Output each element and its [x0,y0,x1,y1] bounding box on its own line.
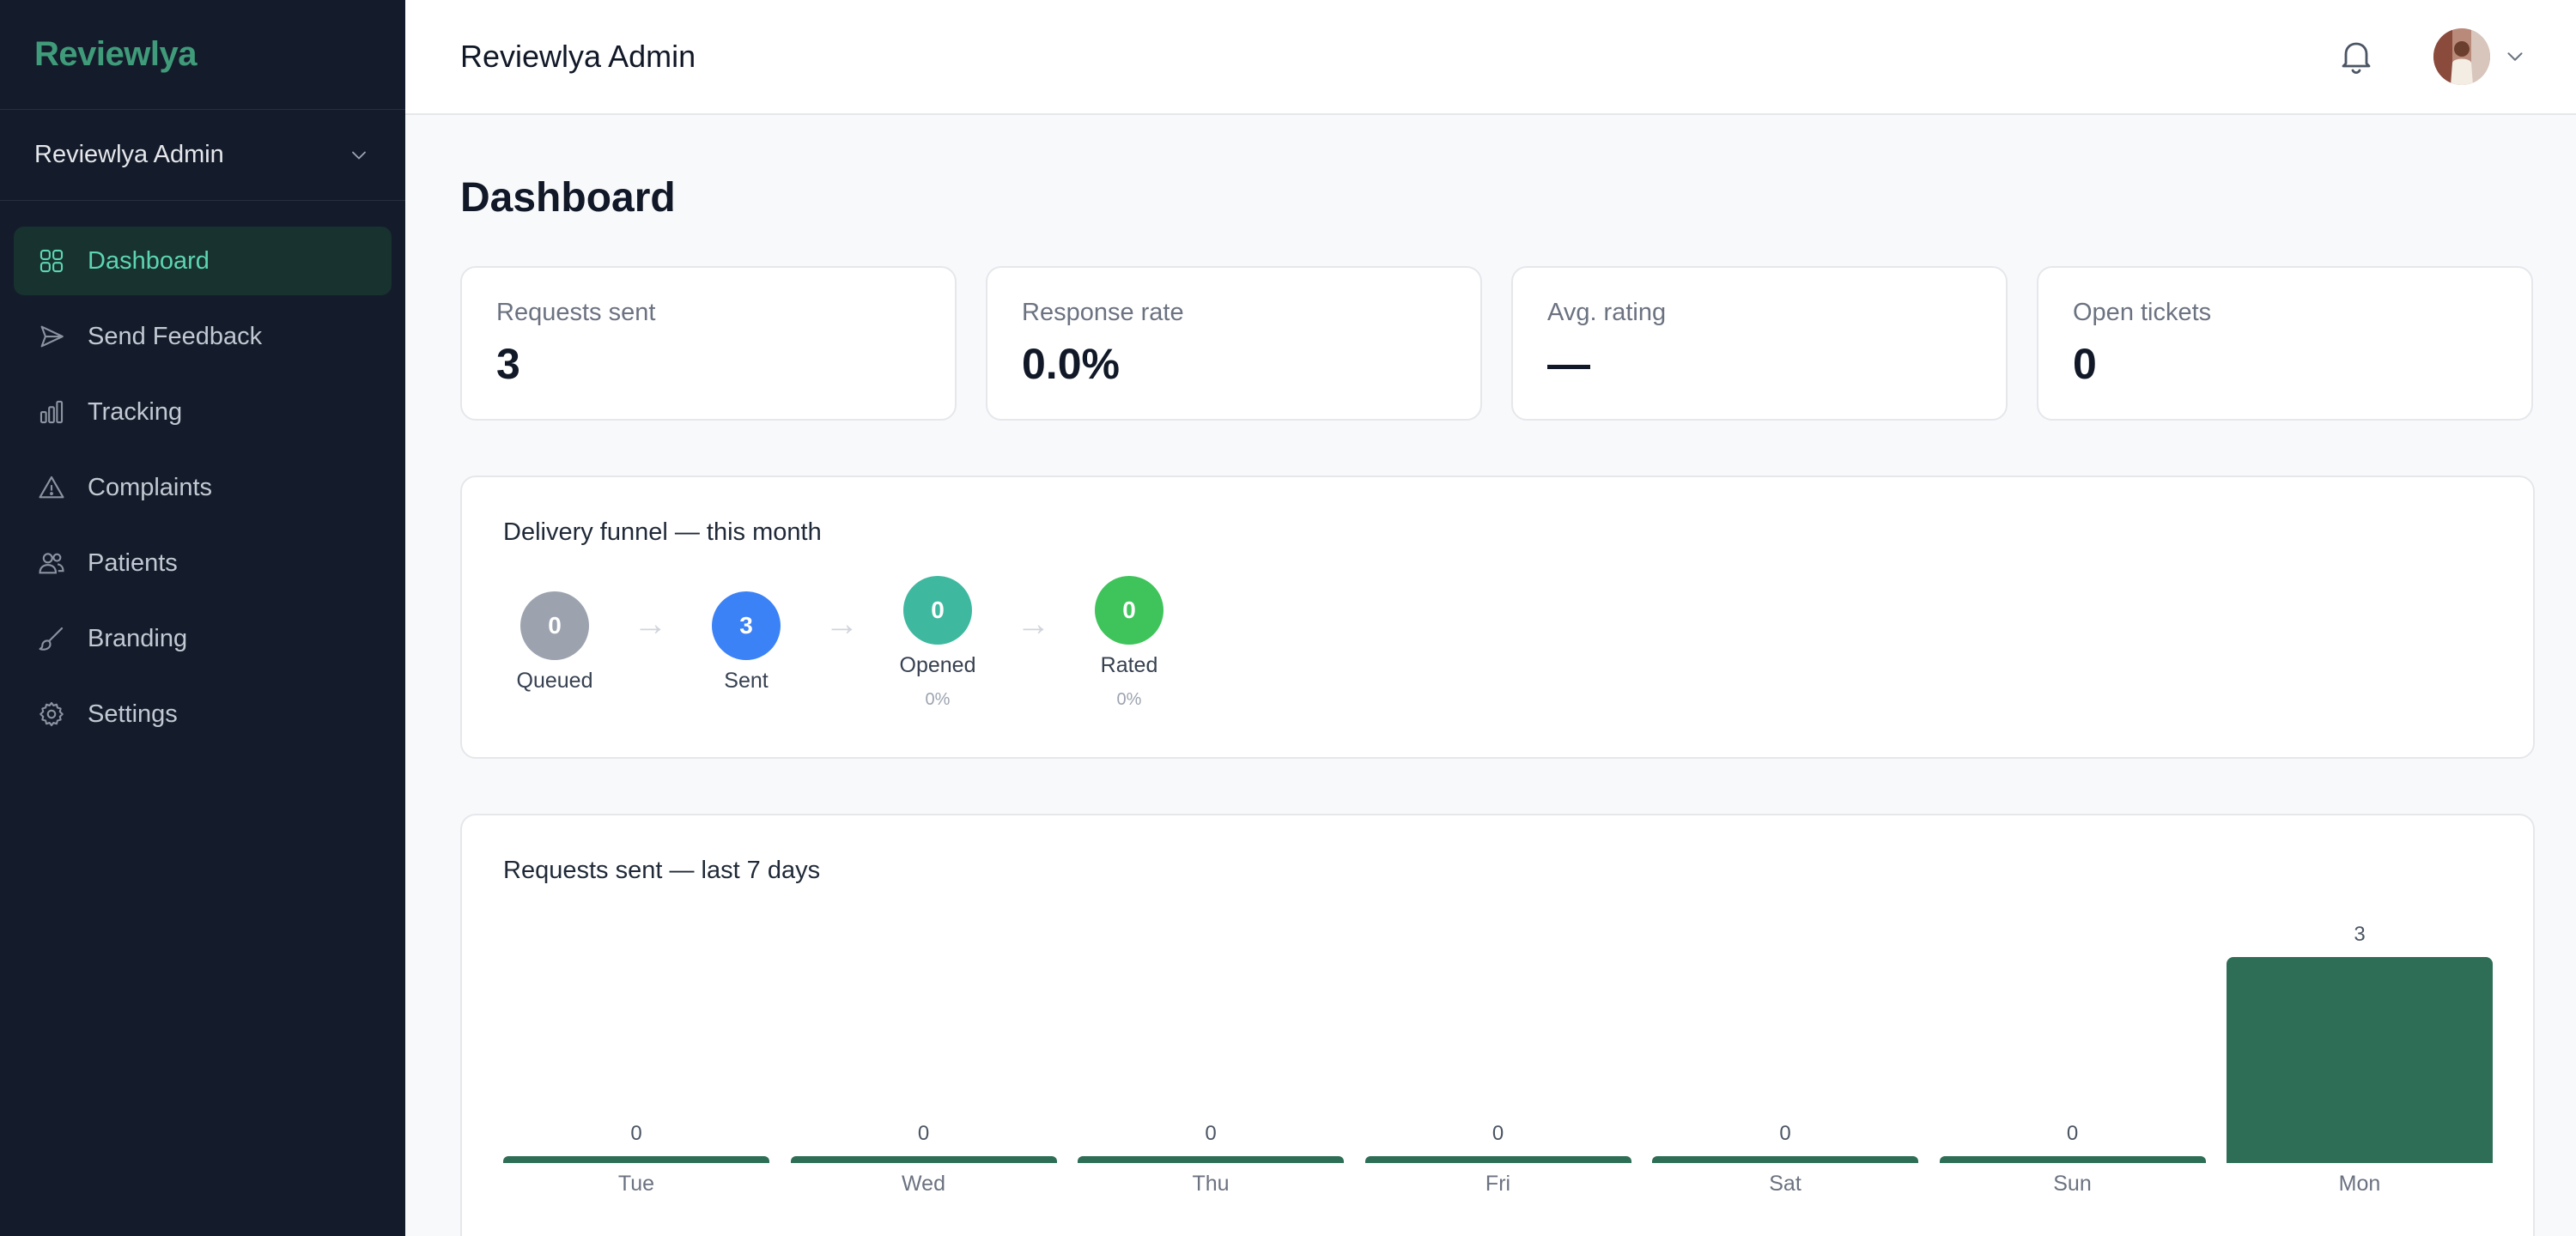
funnel-stage-percent: 0% [925,690,951,709]
chart-bar-sun [1939,1156,2206,1163]
chart-bar-thu [1078,1156,1344,1163]
sidebar-item-settings[interactable]: Settings [14,680,392,748]
requests-bar-chart: 0 Tue 0 Wed 0 Thu 0 Fri 0 Sat 0 Sun 3 Mon [503,914,2495,1197]
org-switcher[interactable]: Reviewlya Admin [0,110,405,201]
sidebar: Reviewlya Reviewlya Admin Dashboard Send… [0,0,405,1236]
chart-tick-label: Mon [2338,1172,2381,1196]
stat-value: — [1547,340,1590,388]
chart-tick-label: Fri [1485,1172,1511,1196]
stat-card-requests-sent: Requests sent 3 [460,266,957,421]
chart-tick-label: Wed [902,1172,945,1196]
stat-value: 0.0% [1022,340,1120,388]
main-content: Dashboard Requests sent 3 Response rate … [460,115,2535,1236]
chart-bar-wed [790,1156,1057,1163]
sidebar-item-dashboard[interactable]: Dashboard [14,227,392,295]
gear-icon [36,699,67,730]
stat-label: Avg. rating [1547,299,1667,326]
sidebar-item-tracking[interactable]: Tracking [14,378,392,446]
delivery-funnel-card: Delivery funnel — this month 0 Queued → … [460,476,2535,759]
sidebar-item-label: Send Feedback [88,322,263,350]
arrow-right-icon: → [824,605,860,643]
funnel-stage-label: Rated [1100,653,1158,677]
page-title: Dashboard [460,175,676,221]
funnel-count: 0 [903,576,972,645]
sidebar-nav: Dashboard Send Feedback Tracking Complai… [0,201,405,748]
stat-label: Response rate [1022,299,1184,326]
arrow-right-icon: → [633,605,668,643]
chart-bar-tue [503,1156,769,1163]
funnel-stage-label: Sent [724,669,769,693]
grid-icon [36,245,67,276]
funnel-stage-sent: 3 Sent [695,591,798,694]
stat-card-open-tickets: Open tickets 0 [2037,266,2533,421]
sidebar-item-label: Complaints [88,473,213,501]
avatar[interactable] [2433,28,2490,85]
sidebar-item-label: Branding [88,624,188,652]
chart-tick-label: Tue [617,1172,655,1196]
chart-bar-fri [1364,1156,1631,1163]
funnel-stage-opened: 0 Opened 0% [886,576,989,710]
warning-icon [36,472,67,503]
stat-card-avg-rating: Avg. rating — [1511,266,2008,421]
header-actions [2336,28,2528,85]
chart-data-label: 3 [2354,923,2366,946]
top-header: Reviewlya Admin [405,0,2576,115]
chart-tick-label: Thu [1192,1172,1230,1196]
sidebar-item-patients[interactable]: Patients [14,529,392,597]
bell-icon[interactable] [2336,36,2377,77]
org-switcher-label: Reviewlya Admin [34,141,224,168]
brand-logo[interactable]: Reviewlya [0,0,405,110]
sidebar-item-label: Dashboard [88,246,210,275]
chart-data-label: 0 [1492,1122,1504,1145]
chart-bar-sat [1652,1156,1918,1163]
chart-tick-label: Sat [1769,1172,1801,1196]
bar-chart-icon [36,397,67,427]
funnel-count: 0 [1095,576,1163,645]
stat-value: 3 [496,340,520,388]
users-icon [36,548,67,579]
sidebar-item-send-feedback[interactable]: Send Feedback [14,302,392,371]
delivery-funnel: 0 Queued → 3 Sent → 0 Opened 0% → 0 Rate… [503,576,2492,710]
requests-chart-card: Requests sent — last 7 days 0 Tue 0 Wed 0 Thu… [460,814,2535,1236]
sidebar-item-label: Patients [88,548,178,577]
chart-data-label: 0 [630,1122,642,1145]
chart-data-label: 0 [2066,1122,2079,1145]
funnel-stage-percent: 0% [1116,690,1142,709]
stat-value: 0 [2073,340,2097,388]
chevron-down-icon [352,151,366,159]
send-icon [36,321,67,352]
stat-label: Requests sent [496,299,656,326]
chart-tick-label: Sun [2053,1172,2092,1196]
sidebar-item-label: Tracking [88,397,183,426]
chart-data-label: 0 [1779,1122,1791,1145]
chart-bar-mon [2227,957,2493,1163]
card-title: Requests sent — last 7 days [503,857,821,884]
stat-card-response-rate: Response rate 0.0% [986,266,1482,421]
sidebar-item-complaints[interactable]: Complaints [14,453,392,522]
stat-label: Open tickets [2073,299,2212,326]
brush-icon [36,623,67,654]
funnel-stage-label: Queued [516,669,593,693]
funnel-stage-label: Opened [899,653,976,677]
sidebar-item-label: Settings [88,700,178,728]
funnel-stage-queued: 0 Queued [503,591,606,694]
chevron-down-icon[interactable] [2502,44,2528,70]
card-title: Delivery funnel — this month [503,518,822,546]
funnel-count: 0 [520,591,589,660]
chart-data-label: 0 [1205,1122,1217,1145]
funnel-count: 3 [712,591,781,660]
sidebar-item-branding[interactable]: Branding [14,604,392,673]
stats-row: Requests sent 3 Response rate 0.0% Avg. … [460,266,2535,421]
chart-data-label: 0 [917,1122,930,1145]
funnel-stage-rated: 0 Rated 0% [1078,576,1181,710]
arrow-right-icon: → [1016,605,1051,643]
brand-name[interactable]: Reviewlya [34,35,197,73]
header-title: Reviewlya Admin [460,39,696,74]
